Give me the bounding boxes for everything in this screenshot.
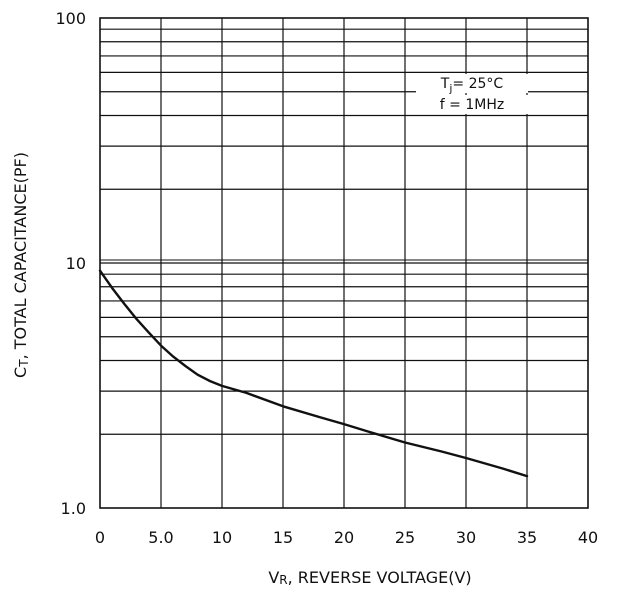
x-tick-label: 35 <box>517 528 537 547</box>
condition-annotation: Tj= 25°C <box>440 76 504 95</box>
series-layer <box>98 269 529 478</box>
y-axis-label: CT, TOTAL CAPACITANCE(PF) <box>11 152 31 378</box>
plot-frame <box>99 17 589 509</box>
x-tick-label: 40 <box>578 528 598 547</box>
x-tick-label: 5.0 <box>148 528 173 547</box>
x-tick-label: 25 <box>395 528 415 547</box>
x-axis-label: VR, REVERSE VOLTAGE(V) <box>268 568 471 587</box>
annotation-bg <box>416 74 528 93</box>
x-tick-label: 30 <box>456 528 476 547</box>
y-tick-label: 10 <box>66 254 86 273</box>
x-tick-label: 10 <box>212 528 232 547</box>
annotations: Tj= 25°C f = 1MHz <box>416 74 528 114</box>
annotation-bg <box>416 95 528 114</box>
condition-annotation: f = 1MHz <box>440 97 504 113</box>
y-tick-label: 100 <box>55 9 86 28</box>
y-tick-label: 1.0 <box>61 499 86 518</box>
y-tick-labels: 1.0 10 100 <box>55 9 86 518</box>
capacitance-curve <box>98 269 529 478</box>
x-tick-label: 15 <box>273 528 293 547</box>
x-tick-label: 0 <box>95 528 105 547</box>
x-tick-labels: 0 5.0 10 15 20 25 30 35 40 <box>95 528 598 547</box>
x-tick-label: 20 <box>334 528 354 547</box>
